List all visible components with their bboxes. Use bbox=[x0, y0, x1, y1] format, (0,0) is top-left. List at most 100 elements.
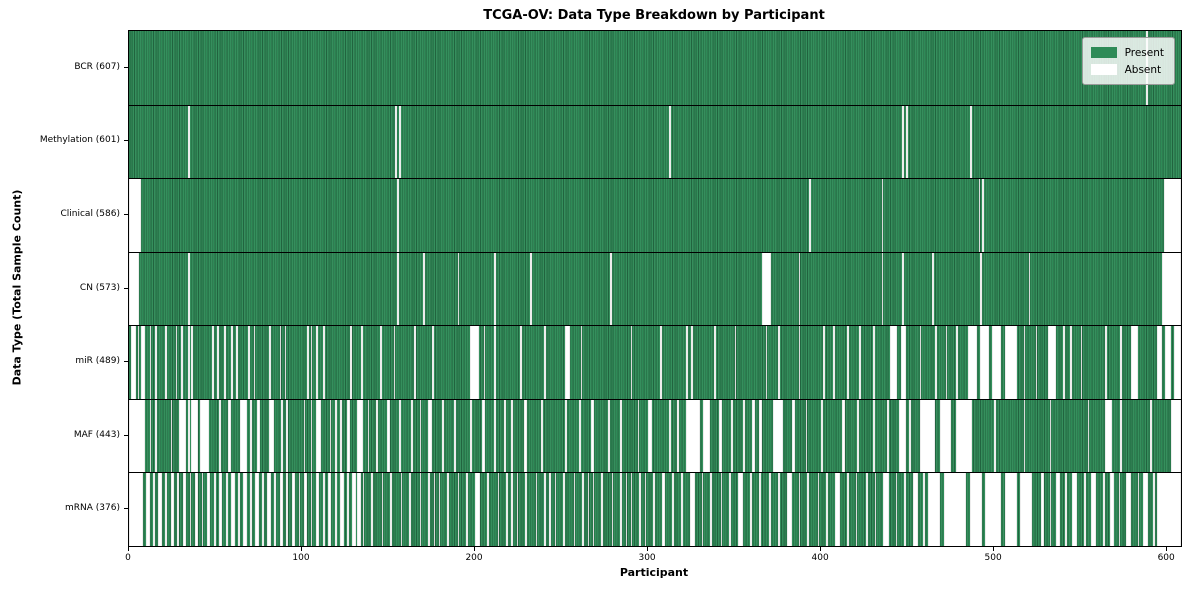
absent-stripe bbox=[968, 325, 977, 399]
absent-stripe bbox=[1004, 325, 1017, 399]
absent-stripe bbox=[565, 325, 571, 399]
y-tick-label-CN: CN (573) bbox=[79, 282, 120, 293]
absent-stripe bbox=[357, 398, 363, 473]
absent-stripe bbox=[1120, 398, 1123, 473]
absent-stripe bbox=[758, 472, 761, 546]
absent-stripe bbox=[400, 472, 403, 546]
absent-stripe bbox=[253, 325, 256, 399]
absent-stripe bbox=[454, 398, 456, 473]
absent-stripe bbox=[982, 178, 984, 252]
x-tick-mark bbox=[993, 547, 995, 551]
absent-stripe bbox=[608, 398, 610, 473]
absent-stripe bbox=[639, 472, 642, 546]
absent-stripe bbox=[834, 472, 841, 546]
absent-stripe bbox=[1049, 398, 1052, 473]
absent-stripe bbox=[578, 398, 581, 473]
absent-stripe bbox=[1063, 325, 1066, 399]
legend-entry-present: Present bbox=[1090, 44, 1164, 61]
absent-stripe bbox=[686, 325, 688, 399]
absent-stripe bbox=[179, 398, 187, 473]
absent-stripe bbox=[969, 472, 983, 546]
chart-title: TCGA-OV: Data Type Breakdown by Particip… bbox=[483, 8, 825, 23]
absent-stripe bbox=[661, 472, 666, 546]
absent-stripe bbox=[1070, 325, 1072, 399]
absent-stripe bbox=[257, 398, 261, 473]
absent-stripe bbox=[874, 472, 877, 546]
absent-stripe bbox=[625, 472, 628, 546]
absent-stripe bbox=[833, 325, 835, 399]
absent-stripe bbox=[1149, 398, 1152, 473]
absent-stripe bbox=[1156, 472, 1181, 546]
x-tick-label: 600 bbox=[1157, 553, 1175, 563]
absent-stripe bbox=[886, 398, 889, 473]
y-tick-mark bbox=[124, 434, 128, 436]
absent-stripe bbox=[847, 472, 849, 546]
absent-stripe bbox=[710, 472, 713, 546]
absent-stripe bbox=[881, 178, 884, 252]
x-tick-mark bbox=[1166, 547, 1168, 551]
absent-stripe bbox=[992, 325, 1002, 399]
absent-stripe bbox=[129, 472, 143, 546]
absent-stripe bbox=[438, 472, 441, 546]
absent-stripe bbox=[573, 472, 576, 546]
absent-stripe bbox=[677, 398, 680, 473]
absent-stripe bbox=[847, 325, 849, 399]
absent-stripe bbox=[433, 472, 436, 546]
absent-stripe bbox=[428, 472, 431, 546]
absent-stripe bbox=[149, 325, 152, 399]
absent-stripe bbox=[904, 472, 906, 546]
absent-stripe bbox=[786, 472, 792, 546]
absent-stripe bbox=[1118, 472, 1121, 546]
absent-stripe bbox=[826, 472, 828, 546]
absent-stripe bbox=[1104, 325, 1107, 399]
absent-stripe bbox=[980, 325, 989, 399]
absent-stripe bbox=[807, 472, 809, 546]
absent-stripe bbox=[554, 472, 557, 546]
absent-stripe bbox=[1020, 472, 1033, 546]
absent-stripe bbox=[738, 472, 744, 546]
absent-stripe bbox=[334, 398, 337, 473]
absent-stripe bbox=[327, 472, 332, 546]
absent-stripe bbox=[129, 178, 142, 252]
absent-stripe bbox=[217, 325, 219, 399]
absent-stripe bbox=[248, 325, 251, 399]
absent-stripe bbox=[1110, 472, 1114, 546]
absent-stripe bbox=[720, 472, 723, 546]
absent-stripe bbox=[1137, 472, 1140, 546]
legend-swatch-present bbox=[1090, 47, 1117, 58]
absent-stripe bbox=[873, 398, 875, 473]
absent-stripe bbox=[497, 472, 500, 546]
absent-stripe bbox=[376, 398, 379, 473]
absent-stripe bbox=[239, 398, 247, 473]
absent-stripe bbox=[397, 251, 399, 326]
absent-stripe bbox=[494, 251, 496, 326]
absent-stripe bbox=[360, 325, 363, 399]
absent-stripe bbox=[191, 325, 193, 399]
absent-stripe bbox=[931, 251, 934, 326]
absent-stripe bbox=[734, 325, 737, 399]
absent-stripe bbox=[1047, 325, 1057, 399]
absent-stripe bbox=[303, 472, 308, 546]
absent-stripe bbox=[189, 472, 192, 546]
absent-stripe bbox=[1120, 325, 1123, 399]
absent-stripe bbox=[255, 472, 259, 546]
absent-stripe bbox=[905, 104, 908, 179]
absent-stripe bbox=[409, 472, 412, 546]
absent-stripe bbox=[315, 398, 322, 473]
absent-stripe bbox=[1174, 325, 1181, 399]
absent-stripe bbox=[822, 325, 825, 399]
absent-stripe bbox=[808, 178, 811, 252]
row-band-mRNA bbox=[129, 472, 1181, 546]
y-tick-label-miR: miR (489) bbox=[75, 356, 120, 367]
absent-stripe bbox=[398, 398, 401, 473]
absent-stripe bbox=[457, 472, 460, 546]
absent-stripe bbox=[821, 398, 823, 473]
y-tick-mark bbox=[124, 213, 128, 215]
absent-stripe bbox=[1163, 178, 1181, 252]
absent-stripe bbox=[191, 398, 199, 473]
absent-stripe bbox=[393, 325, 396, 399]
x-tick-mark bbox=[474, 547, 476, 551]
absent-stripe bbox=[703, 398, 711, 473]
absent-stripe bbox=[630, 472, 633, 546]
